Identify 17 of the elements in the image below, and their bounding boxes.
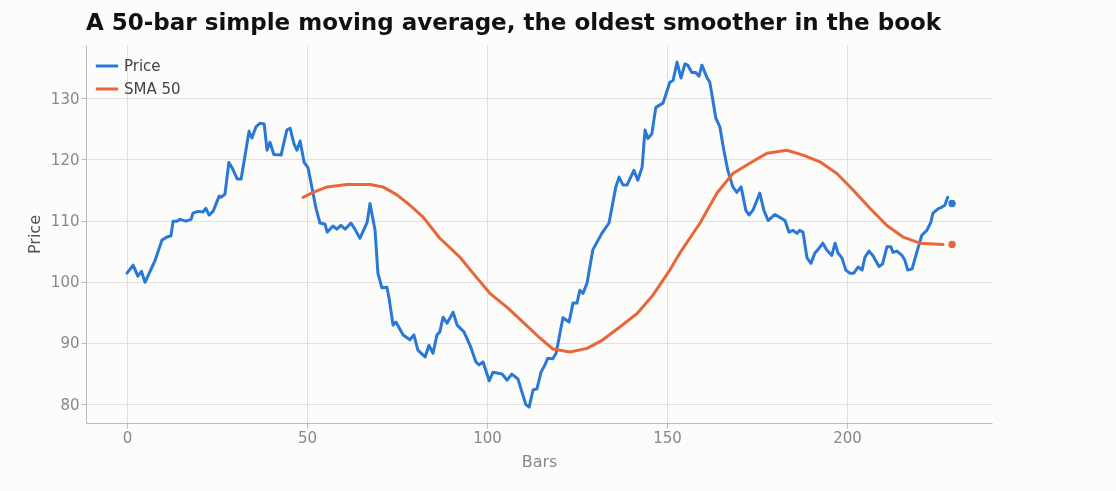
chart-title: A 50-bar simple moving average, the oldest smoother in the book [86, 9, 942, 35]
x-tick-label: 200 [833, 428, 862, 447]
x-tick-label: 150 [653, 428, 682, 447]
line-series [301, 148, 945, 354]
y-axis-title: Price [24, 214, 44, 255]
legend-label: SMA 50 [124, 80, 181, 98]
y-tick-label: 120 [50, 150, 80, 169]
x-tick-label: 0 [122, 428, 133, 447]
legend-label: Price [124, 57, 161, 75]
x-tick-label: 50 [297, 428, 318, 447]
y-tick-label: 130 [50, 89, 80, 108]
x-tick-label: 100 [473, 428, 502, 447]
y-tick-label: 80 [60, 395, 80, 414]
y-tick-label: 110 [50, 212, 80, 231]
y-tick-label: 90 [60, 334, 80, 353]
y-tick-label: 100 [50, 273, 80, 292]
x-axis-title: Bars [521, 451, 558, 471]
